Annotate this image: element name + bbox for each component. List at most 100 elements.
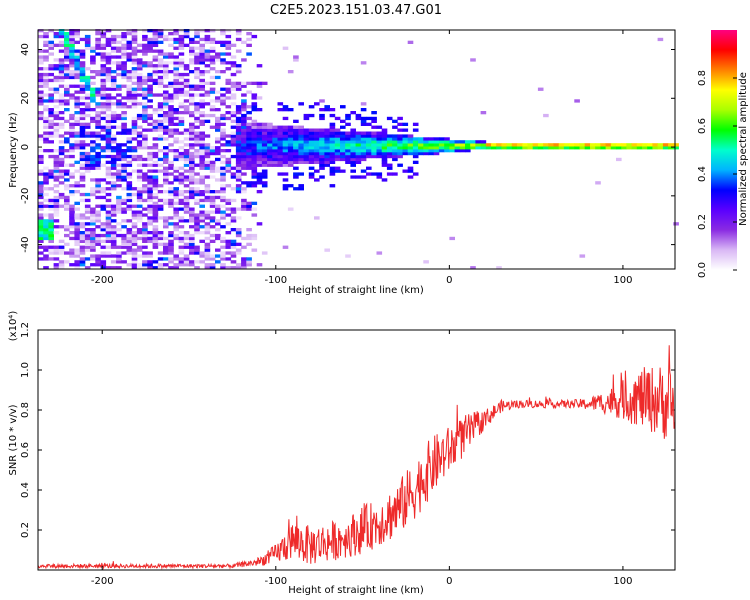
spectrogram-cell — [277, 154, 284, 159]
spectrogram-cell — [126, 198, 133, 203]
spectrogram-cell — [105, 105, 112, 109]
spectrogram-cell — [79, 178, 86, 182]
spectrogram-cell — [189, 225, 195, 229]
spectrogram-cell — [173, 55, 179, 59]
spectrogram-cell — [157, 58, 164, 62]
spectrogram-cell — [147, 128, 153, 132]
spectrogram-cell — [178, 93, 185, 97]
spectrogram-cell — [105, 266, 112, 270]
spectrogram-cell — [308, 131, 315, 135]
spectrogram-cell — [38, 172, 44, 176]
spectrogram-cell — [95, 239, 101, 243]
spectrogram-cell — [152, 67, 159, 71]
spectrogram-cell — [225, 134, 232, 138]
spectrogram-cell — [95, 52, 101, 56]
spectrogram-cell — [43, 43, 49, 47]
spectrogram-cell — [74, 70, 80, 74]
spectrogram-cell — [183, 178, 190, 182]
spectrogram-cell — [293, 160, 299, 164]
colorbar-tick-label: 0.2 — [697, 214, 708, 230]
spectrogram-cell — [235, 140, 242, 144]
spectrogram-cell — [241, 143, 247, 147]
spectrogram-cell — [64, 198, 70, 203]
spectrogram-cell — [225, 198, 232, 203]
spectrogram-cell — [220, 254, 226, 258]
spectrogram-cell — [251, 34, 258, 39]
spectrogram-cell — [142, 175, 148, 179]
spectrogram-cell — [282, 160, 289, 164]
spectrogram-cell — [84, 242, 91, 246]
spectrogram-cell — [220, 160, 226, 164]
spectrogram-cell — [152, 58, 159, 62]
spectrogram-cell — [126, 184, 133, 188]
spectrogram-cell — [74, 260, 80, 264]
spectrogram-cell — [38, 239, 44, 243]
spectrogram-cell — [241, 84, 247, 88]
spectrogram-cell — [329, 160, 336, 164]
spectrogram-cell — [251, 149, 258, 153]
spectrogram-cell — [194, 55, 200, 59]
spectrogram-cell — [84, 93, 91, 97]
spectrogram-cell — [43, 119, 49, 123]
spectrogram-cell — [38, 84, 44, 88]
spectrogram-cell — [194, 149, 200, 153]
spectrogram-cell — [126, 84, 133, 88]
spectrogram-y-tick-label: 20 — [20, 92, 31, 105]
spectrogram-cell — [95, 254, 101, 258]
spectrogram-cell — [642, 146, 648, 150]
spectrogram-cell — [38, 61, 44, 65]
spectrogram-cell — [38, 99, 44, 103]
spectrogram-cell — [574, 143, 580, 147]
spectrogram-cell — [48, 87, 54, 91]
spectrogram-cell — [157, 204, 164, 208]
spectrogram-cell — [418, 149, 424, 153]
spectrogram-cell — [241, 172, 247, 176]
spectrogram-cell — [298, 140, 304, 144]
spectrogram-cell — [287, 128, 294, 132]
spectrogram-cell — [303, 140, 310, 144]
spectrogram-cell — [256, 143, 263, 147]
spectrogram-cell — [110, 163, 117, 167]
spectrogram-cell — [38, 169, 44, 173]
spectrogram-cell — [256, 263, 263, 267]
spectrogram-cell — [116, 198, 122, 203]
spectrogram-cell — [168, 119, 174, 123]
spectrogram-cell — [183, 254, 190, 258]
spectrogram-cell — [189, 181, 195, 185]
spectrogram-cell — [142, 178, 148, 182]
spectrogram-cell — [287, 140, 294, 144]
spectrogram-cell — [220, 184, 226, 188]
spectrogram-cell — [116, 207, 122, 211]
spectrogram-cell — [142, 37, 148, 42]
spectrogram-cell — [386, 140, 393, 144]
spectrogram-cell — [58, 84, 65, 88]
spectrogram-cell — [350, 146, 356, 150]
spectrogram-cell — [64, 154, 70, 159]
spectrogram-cell — [225, 34, 232, 39]
spectrogram-cell — [126, 78, 133, 83]
spectrogram-cell — [350, 140, 356, 144]
spectrogram-cell — [84, 198, 91, 203]
spectrogram-cell — [53, 266, 60, 270]
spectrogram-cell — [199, 146, 205, 150]
spectrogram-cell — [116, 233, 122, 238]
spectrogram-cell — [470, 266, 476, 270]
spectrogram-cell — [574, 146, 580, 150]
spectrogram-cell — [152, 119, 159, 123]
spectrogram-cell — [230, 102, 237, 106]
colorbar-label: Normalized spectral amplitude — [738, 72, 749, 226]
spectrogram-cell — [157, 125, 164, 129]
spectrogram-cell — [204, 81, 211, 85]
spectrogram-cell — [199, 84, 205, 88]
spectrogram-cell — [84, 233, 91, 238]
spectrogram-cell — [230, 119, 237, 123]
spectrogram-cell — [360, 122, 367, 126]
spectrogram-cell — [350, 175, 356, 179]
spectrogram-cell — [199, 149, 205, 153]
spectrogram-cell — [204, 187, 211, 191]
spectrogram-cell — [74, 140, 80, 144]
spectrogram-cell — [157, 207, 164, 211]
spectrogram-cell — [157, 84, 164, 88]
spectrogram-cell — [194, 116, 200, 121]
spectrogram-cell — [168, 242, 174, 246]
